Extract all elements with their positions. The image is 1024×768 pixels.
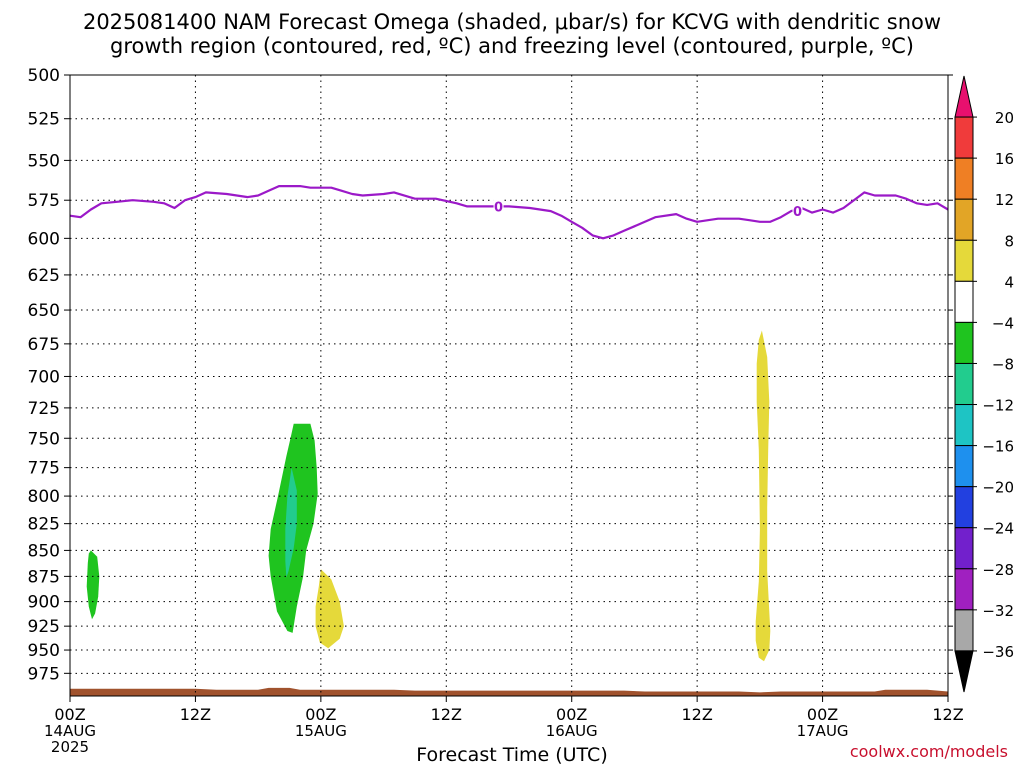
colorbar-label-12: −32 <box>982 602 1014 620</box>
colorbar-label-2: 12 <box>995 191 1014 209</box>
colorbar-bin-1 <box>954 116 974 159</box>
colorbar-bin-8 <box>954 404 974 447</box>
colorbar-bottom-arrow <box>954 650 974 693</box>
x-tick-date-6: 17AUG <box>797 722 849 740</box>
colorbar-label-10: −24 <box>982 520 1014 538</box>
colorbar-bin-2 <box>954 157 974 200</box>
x-tick-label-4: 00Z <box>556 705 587 724</box>
contour-label-bg-0 <box>493 198 504 213</box>
colorbar-bin-5 <box>954 280 974 323</box>
freezing-level-line <box>69 185 949 240</box>
y-tick-label-750: 750 <box>28 429 60 449</box>
omega-region-yellow-15aug <box>315 569 344 649</box>
site-credit[interactable]: coolwx.com/models <box>849 742 1008 761</box>
colorbar-bin-11 <box>954 527 974 570</box>
x-tick-year-0: 2025 <box>51 738 89 756</box>
omega-region-green-14aug <box>86 550 100 620</box>
y-tick-label-500: 500 <box>28 66 60 86</box>
colorbar-top-arrow <box>954 75 974 118</box>
colorbar-bin-9 <box>954 445 974 488</box>
y-tick-label-675: 675 <box>28 335 60 355</box>
terrain-surface <box>70 687 948 696</box>
y-tick-label-825: 825 <box>28 515 60 535</box>
chart-title-line-2: growth region (contoured, red, ºC) and f… <box>110 34 914 58</box>
colorbar: 20 16 12 8 4 −4 −8 −12 −16 −20 −24 −28 −32 −36 <box>954 75 1014 693</box>
colorbar-bin-7 <box>954 362 974 406</box>
x-tick-label-1: 12Z <box>180 705 211 724</box>
chart-title-line-1: 2025081400 NAM Forecast Omega (shaded, μ… <box>82 10 942 34</box>
colorbar-label-13: −36 <box>982 643 1014 661</box>
colorbar-label-9: −20 <box>982 479 1014 497</box>
colorbar-bin-4 <box>954 239 974 282</box>
y-tick-label-625: 625 <box>28 266 60 286</box>
axes: 500 525 550 575 600 625 650 675 700 725 750 775 800 8… <box>28 66 964 756</box>
y-tick-label-975: 975 <box>28 664 60 684</box>
y-tick-label-700: 700 <box>28 367 60 387</box>
y-tick-label-550: 550 <box>28 151 60 171</box>
y-tick-label-950: 950 <box>28 641 60 661</box>
colorbar-bin-10 <box>954 486 974 529</box>
y-tick-label-925: 925 <box>28 617 60 637</box>
x-axis-title: Forecast Time (UTC) <box>416 744 608 766</box>
y-tick-label-875: 875 <box>28 567 60 587</box>
y-tick-label-775: 775 <box>28 459 60 479</box>
y-tick-label-800: 800 <box>28 487 60 507</box>
y-tick-label-525: 525 <box>28 110 60 130</box>
contour-label-0: 0 <box>494 200 503 215</box>
y-tick-label-725: 725 <box>28 399 60 419</box>
plot-frame <box>69 74 949 697</box>
colorbar-bin-13 <box>954 609 974 652</box>
colorbar-label-4: 4 <box>1004 273 1014 291</box>
x-tick-label-6: 00Z <box>807 705 838 724</box>
x-tick-date-2: 15AUG <box>295 722 347 740</box>
contour-label-bg-1 <box>792 203 803 218</box>
grid <box>70 74 948 696</box>
colorbar-bin-12 <box>954 568 974 611</box>
x-tick-label-7: 12Z <box>932 705 963 724</box>
x-tick-label-5: 12Z <box>681 705 712 724</box>
x-tick-label-3: 12Z <box>431 705 462 724</box>
contour-label-1: 0 <box>793 205 802 220</box>
x-tick-date-0: 14AUG <box>44 722 96 740</box>
colorbar-label-6: −8 <box>992 355 1014 373</box>
omega-region-teal-15aug <box>285 467 297 578</box>
colorbar-bin-6 <box>954 321 974 364</box>
x-tick-label-0: 00Z <box>54 705 85 724</box>
colorbar-label-5: −4 <box>992 314 1014 332</box>
x-tick-label-2: 00Z <box>305 705 336 724</box>
colorbar-label-1: 16 <box>995 150 1014 168</box>
colorbar-label-0: 20 <box>995 109 1014 127</box>
colorbar-label-7: −12 <box>982 397 1014 415</box>
colorbar-label-11: −28 <box>982 561 1014 579</box>
surface-terrain-band <box>70 687 948 696</box>
y-tick-label-900: 900 <box>28 593 60 613</box>
y-tick-label-850: 850 <box>28 541 60 561</box>
y-tick-label-575: 575 <box>28 191 60 211</box>
colorbar-label-8: −16 <box>982 438 1014 456</box>
y-tick-label-600: 600 <box>28 229 60 249</box>
y-tick-label-650: 650 <box>28 301 60 321</box>
colorbar-bin-3 <box>954 198 974 241</box>
x-tick-date-4: 16AUG <box>546 722 598 740</box>
colorbar-label-3: 8 <box>1004 232 1014 250</box>
